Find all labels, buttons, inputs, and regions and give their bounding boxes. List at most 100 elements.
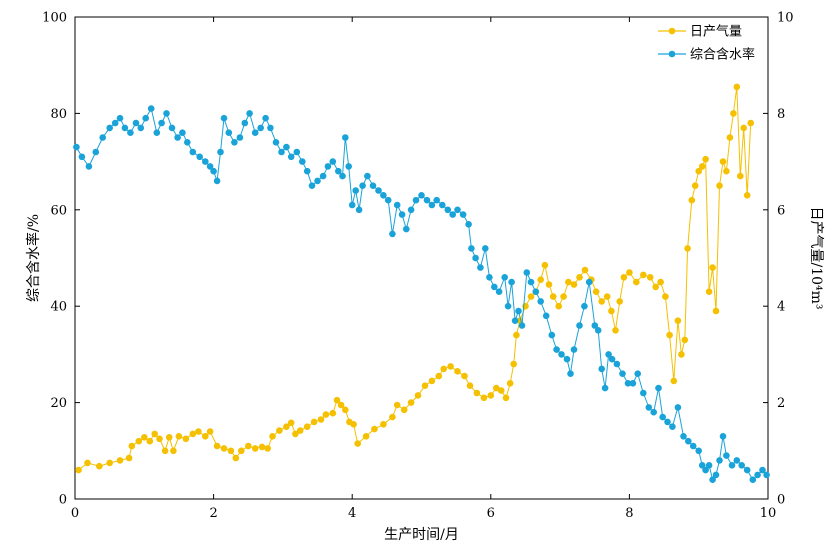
data-point bbox=[168, 124, 176, 132]
data-point bbox=[506, 380, 514, 387]
data-point bbox=[444, 206, 452, 214]
data-point bbox=[502, 394, 510, 402]
data-point bbox=[142, 114, 149, 122]
data-point bbox=[634, 370, 641, 378]
x-tick-label: 4 bbox=[348, 506, 356, 521]
data-point bbox=[646, 274, 654, 281]
data-point bbox=[655, 384, 662, 392]
data-point bbox=[709, 476, 716, 484]
data-point bbox=[743, 466, 751, 474]
data-point bbox=[324, 163, 332, 170]
data-point bbox=[482, 245, 489, 252]
data-point bbox=[616, 298, 623, 305]
data-point bbox=[705, 462, 713, 469]
data-point bbox=[466, 382, 474, 390]
data-point bbox=[501, 274, 509, 281]
data-point bbox=[613, 360, 621, 368]
data-point bbox=[598, 365, 605, 373]
data-point bbox=[558, 351, 565, 358]
data-point bbox=[581, 266, 589, 274]
data-point bbox=[486, 274, 493, 281]
data-point bbox=[156, 435, 163, 443]
data-point bbox=[287, 153, 295, 161]
y-left-tick-label: 20 bbox=[50, 396, 67, 411]
data-point bbox=[380, 421, 387, 428]
x-tick-label: 0 bbox=[71, 506, 79, 521]
legend-label: 日产气量 bbox=[690, 24, 742, 40]
data-point bbox=[246, 110, 253, 117]
data-point bbox=[269, 433, 276, 440]
data-point bbox=[439, 201, 446, 209]
data-point bbox=[128, 442, 136, 450]
data-point bbox=[716, 457, 723, 464]
data-point bbox=[125, 454, 133, 462]
data-point bbox=[407, 399, 415, 406]
data-point bbox=[515, 307, 522, 315]
y-right-tick-label: 6 bbox=[777, 203, 785, 218]
data-point bbox=[329, 158, 337, 165]
data-point bbox=[650, 408, 657, 416]
y-left-tick-label: 100 bbox=[42, 11, 67, 26]
data-point bbox=[576, 322, 583, 329]
data-point bbox=[329, 409, 337, 417]
data-point bbox=[189, 148, 197, 156]
data-point bbox=[210, 167, 217, 175]
data-point bbox=[421, 382, 429, 390]
data-point bbox=[680, 433, 687, 440]
data-point bbox=[695, 447, 702, 455]
y-right-axis-title: 日产气量/10⁴m³ bbox=[808, 206, 824, 309]
data-point bbox=[393, 401, 401, 409]
data-point bbox=[449, 211, 457, 218]
data-point bbox=[135, 437, 143, 445]
data-point bbox=[669, 423, 676, 431]
data-point bbox=[163, 110, 170, 117]
data-point bbox=[570, 281, 578, 288]
data-point bbox=[684, 245, 691, 252]
data-point bbox=[428, 201, 436, 209]
data-point bbox=[624, 380, 632, 387]
data-point bbox=[608, 355, 616, 363]
data-point bbox=[702, 155, 709, 163]
data-point bbox=[127, 129, 134, 136]
data-point bbox=[195, 428, 202, 435]
data-point bbox=[435, 372, 443, 380]
data-point bbox=[161, 447, 169, 455]
data-point bbox=[174, 134, 181, 141]
data-point bbox=[375, 187, 382, 194]
data-point bbox=[310, 418, 318, 426]
data-point bbox=[730, 110, 737, 117]
data-point bbox=[591, 322, 599, 329]
data-point bbox=[652, 283, 659, 291]
data-point bbox=[206, 163, 214, 170]
data-point bbox=[565, 278, 572, 286]
data-point bbox=[384, 196, 392, 204]
data-point bbox=[132, 119, 140, 127]
data-point bbox=[75, 466, 82, 474]
data-point bbox=[189, 430, 197, 438]
data-point bbox=[747, 119, 754, 127]
data-point bbox=[355, 206, 363, 214]
data-point bbox=[283, 423, 290, 431]
data-point bbox=[147, 105, 155, 112]
data-point bbox=[418, 192, 425, 199]
data-point bbox=[407, 206, 415, 214]
series-0 bbox=[75, 83, 754, 474]
data-point bbox=[106, 459, 113, 467]
data-point bbox=[472, 254, 479, 262]
data-point bbox=[473, 389, 481, 397]
data-point bbox=[276, 427, 283, 434]
series-line bbox=[75, 107, 767, 481]
data-point bbox=[537, 298, 544, 305]
data-point bbox=[153, 129, 161, 136]
data-point bbox=[393, 201, 401, 209]
data-point bbox=[151, 430, 158, 438]
data-point bbox=[220, 445, 228, 452]
legend-item: 综合含水率 bbox=[658, 47, 755, 63]
data-point bbox=[423, 196, 431, 204]
data-point bbox=[314, 177, 321, 185]
data-point bbox=[518, 322, 526, 329]
data-point bbox=[545, 281, 553, 288]
data-point bbox=[165, 434, 173, 441]
data-point bbox=[322, 411, 330, 418]
data-point bbox=[319, 172, 327, 180]
